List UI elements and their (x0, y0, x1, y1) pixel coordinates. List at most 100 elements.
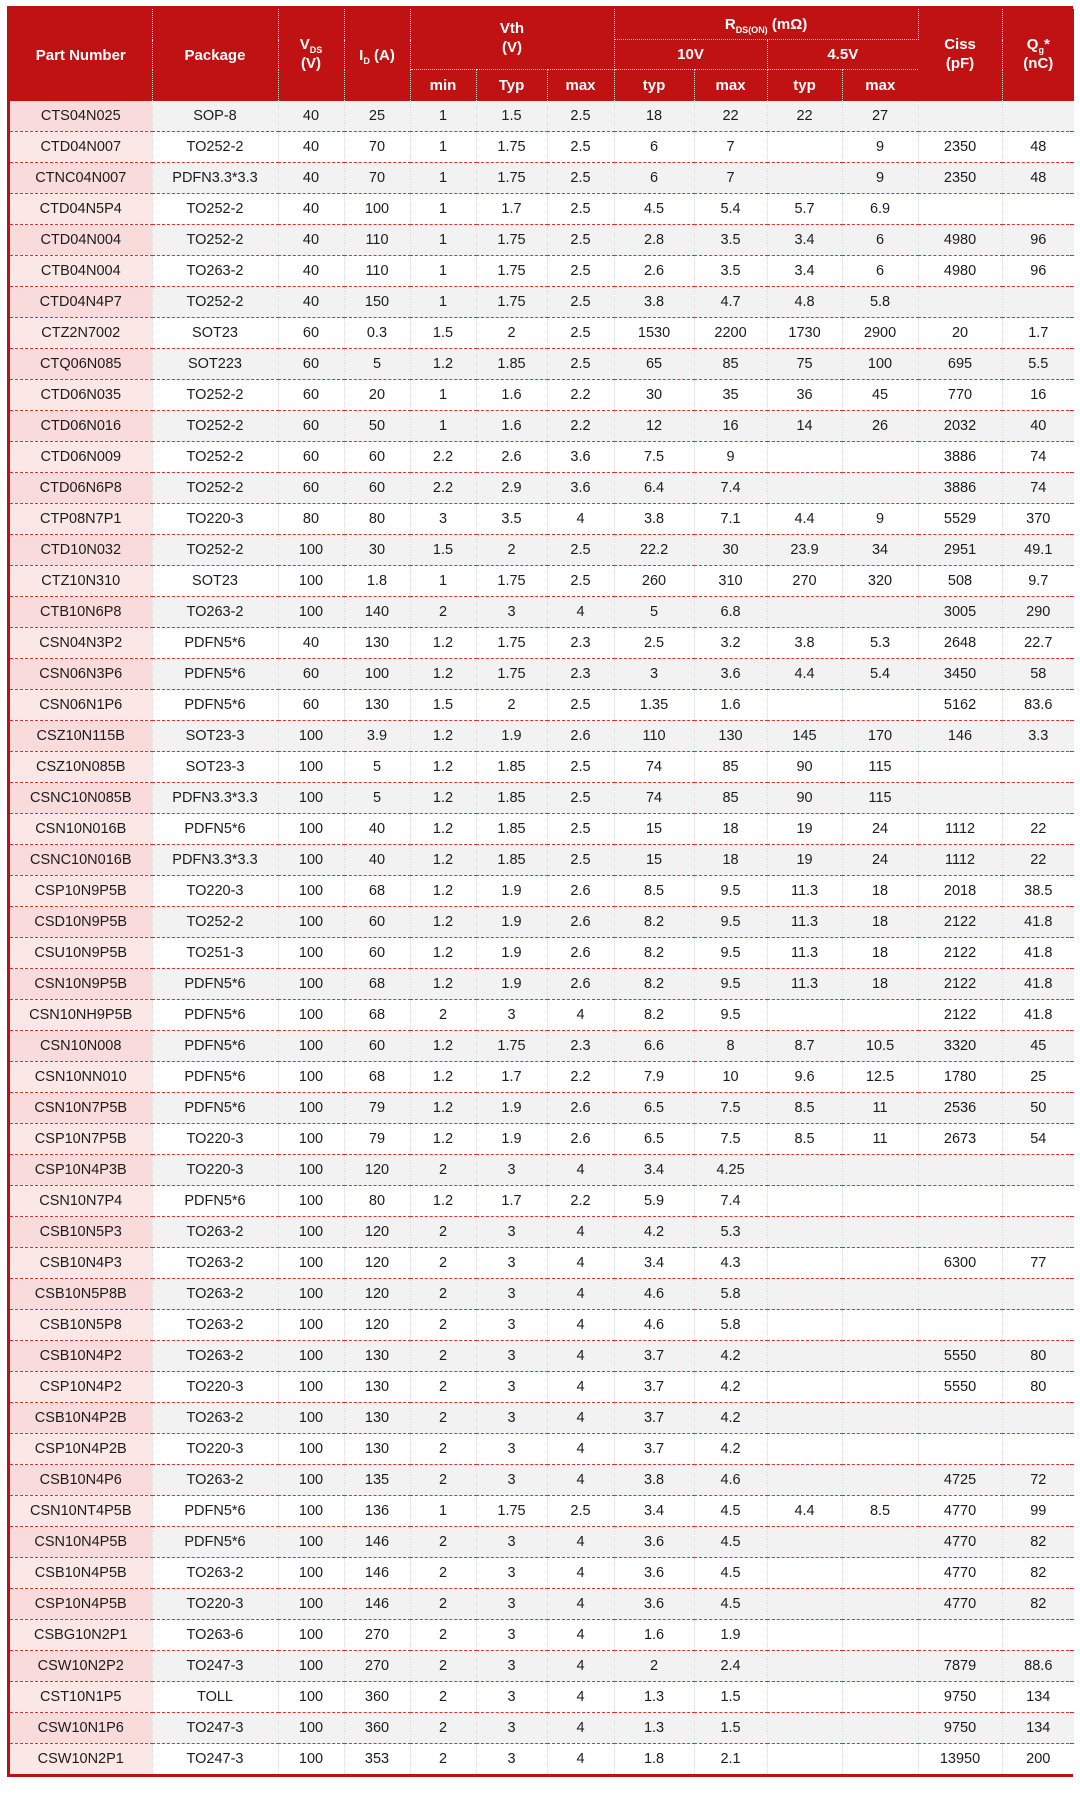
table-cell: 9.5 (694, 875, 768, 907)
table-cell: 4 (547, 1154, 615, 1186)
table-cell (767, 596, 843, 628)
table-cell: 1.75 (476, 1495, 548, 1527)
table-cell: 7 (694, 162, 768, 194)
table-cell: 3005 (918, 596, 1003, 628)
table-cell (767, 1712, 843, 1744)
table-cell: 49.1 (1002, 534, 1075, 566)
table-cell: 150 (344, 286, 411, 318)
table-cell: 1.2 (410, 348, 477, 380)
table-cell: 1.9 (476, 1092, 548, 1124)
table-cell: 2 (410, 1619, 477, 1651)
table-cell: 4.4 (767, 1495, 843, 1527)
table-cell: 85 (694, 782, 768, 814)
table-cell: 48 (1002, 162, 1075, 194)
table-cell: TO263-6 (152, 1619, 279, 1651)
table-cell: 100 (278, 937, 345, 969)
table-cell: PDFN5*6 (152, 1526, 279, 1558)
table-cell: 136 (344, 1495, 411, 1527)
table-cell: 88.6 (1002, 1650, 1075, 1682)
table-cell: TO247-3 (152, 1650, 279, 1682)
table-cell: 2.6 (547, 875, 615, 907)
table-cell: 4.2 (694, 1371, 768, 1403)
table-cell: 9750 (918, 1681, 1003, 1713)
table-row: CSN10N4P5B PDFN5*6 100 146 2 3 4 3.6 4.5 4770 82 (10, 1526, 1075, 1558)
table-cell: SOT23-3 (152, 720, 279, 752)
table-cell: 2 (410, 596, 477, 628)
table-cell: 2.5 (547, 534, 615, 566)
table-cell: 9 (842, 503, 919, 535)
table-cell: 1.5 (410, 317, 477, 349)
table-cell: TO220-3 (152, 1154, 279, 1186)
table-cell (842, 1402, 919, 1434)
table-cell: 4725 (918, 1464, 1003, 1496)
table-cell: 1.3 (614, 1681, 695, 1713)
table-cell: 1.2 (410, 844, 477, 876)
table-cell: 5550 (918, 1371, 1003, 1403)
table-cell: TO251-3 (152, 937, 279, 969)
table-cell: 4.5 (694, 1495, 768, 1527)
table-cell: 48 (1002, 131, 1075, 163)
table-cell (1002, 1154, 1075, 1186)
table-cell: 100 (278, 1464, 345, 1496)
table-cell: TO252-2 (152, 193, 279, 225)
table-cell: 508 (918, 565, 1003, 597)
table-cell (767, 689, 843, 721)
table-cell: 270 (344, 1619, 411, 1651)
table-cell: 30 (694, 534, 768, 566)
table-cell (918, 1278, 1003, 1310)
table-cell: 100 (278, 813, 345, 845)
table-cell: 310 (694, 565, 768, 597)
table-cell: 130 (344, 1340, 411, 1372)
table-cell: 22.2 (614, 534, 695, 566)
table-cell: 3.7 (614, 1371, 695, 1403)
table-cell (918, 101, 1003, 132)
table-cell: 134 (1002, 1681, 1075, 1713)
table-cell: 38.5 (1002, 875, 1075, 907)
table-cell: 100 (278, 1340, 345, 1372)
part-number-cell: CTD04N5P4 (10, 193, 153, 225)
table-cell: 54 (1002, 1123, 1075, 1155)
part-number-cell: CSP10N4P2 (10, 1371, 153, 1403)
table-cell (842, 1216, 919, 1248)
table-cell: 9 (842, 131, 919, 163)
table-cell: 3.4 (767, 224, 843, 256)
table-cell (842, 472, 919, 504)
table-row: CSN10N7P4 PDFN5*6 100 80 1.2 1.7 2.2 5.9 7.4 (10, 1185, 1075, 1217)
table-cell: 1 (410, 1495, 477, 1527)
table-row: CSN10N7P5B PDFN5*6 100 79 1.2 1.9 2.6 6.5 7.5 8.5… (10, 1092, 1075, 1124)
table-cell (918, 782, 1003, 814)
table-cell: 9.5 (694, 968, 768, 1000)
table-cell: 4.6 (614, 1278, 695, 1310)
table-cell: 19 (767, 844, 843, 876)
table-cell: 4 (547, 1712, 615, 1744)
table-cell: 8.2 (614, 906, 695, 938)
part-number-cell: CSN10N7P5B (10, 1092, 153, 1124)
table-cell: 270 (767, 565, 843, 597)
table-cell: 30 (614, 379, 695, 411)
table-cell: 2.5 (547, 1495, 615, 1527)
col-header-4v5-max: max (842, 69, 919, 101)
col-header-10v-max: max (694, 69, 768, 101)
table-cell: 6.8 (694, 596, 768, 628)
table-cell: 2 (476, 317, 548, 349)
table-cell: 3.5 (694, 255, 768, 287)
table-cell (918, 193, 1003, 225)
table-cell: 1 (410, 131, 477, 163)
table-cell (918, 751, 1003, 783)
table-cell: 22 (767, 101, 843, 132)
part-number-cell: CSN10N4P5B (10, 1526, 153, 1558)
table-cell: 1.2 (410, 1030, 477, 1062)
table-row: CSU10N9P5B TO251-3 100 60 1.2 1.9 2.6 8.2 9.5 11.… (10, 937, 1075, 969)
table-cell: 4.8 (767, 286, 843, 318)
table-cell: 18 (842, 968, 919, 1000)
table-cell: 4 (547, 1340, 615, 1372)
part-number-cell: CTD04N4P7 (10, 286, 153, 318)
table-cell: 4.5 (694, 1526, 768, 1558)
table-row: CTB10N6P8 TO263-2 100 140 2 3 4 5 6.8 3005 290 (10, 596, 1075, 628)
table-cell: 4.4 (767, 503, 843, 535)
table-cell (1002, 1402, 1075, 1434)
table-cell: 2900 (842, 317, 919, 349)
table-cell: 22 (694, 101, 768, 132)
table-cell: 3 (476, 1588, 548, 1620)
table-cell (842, 1619, 919, 1651)
